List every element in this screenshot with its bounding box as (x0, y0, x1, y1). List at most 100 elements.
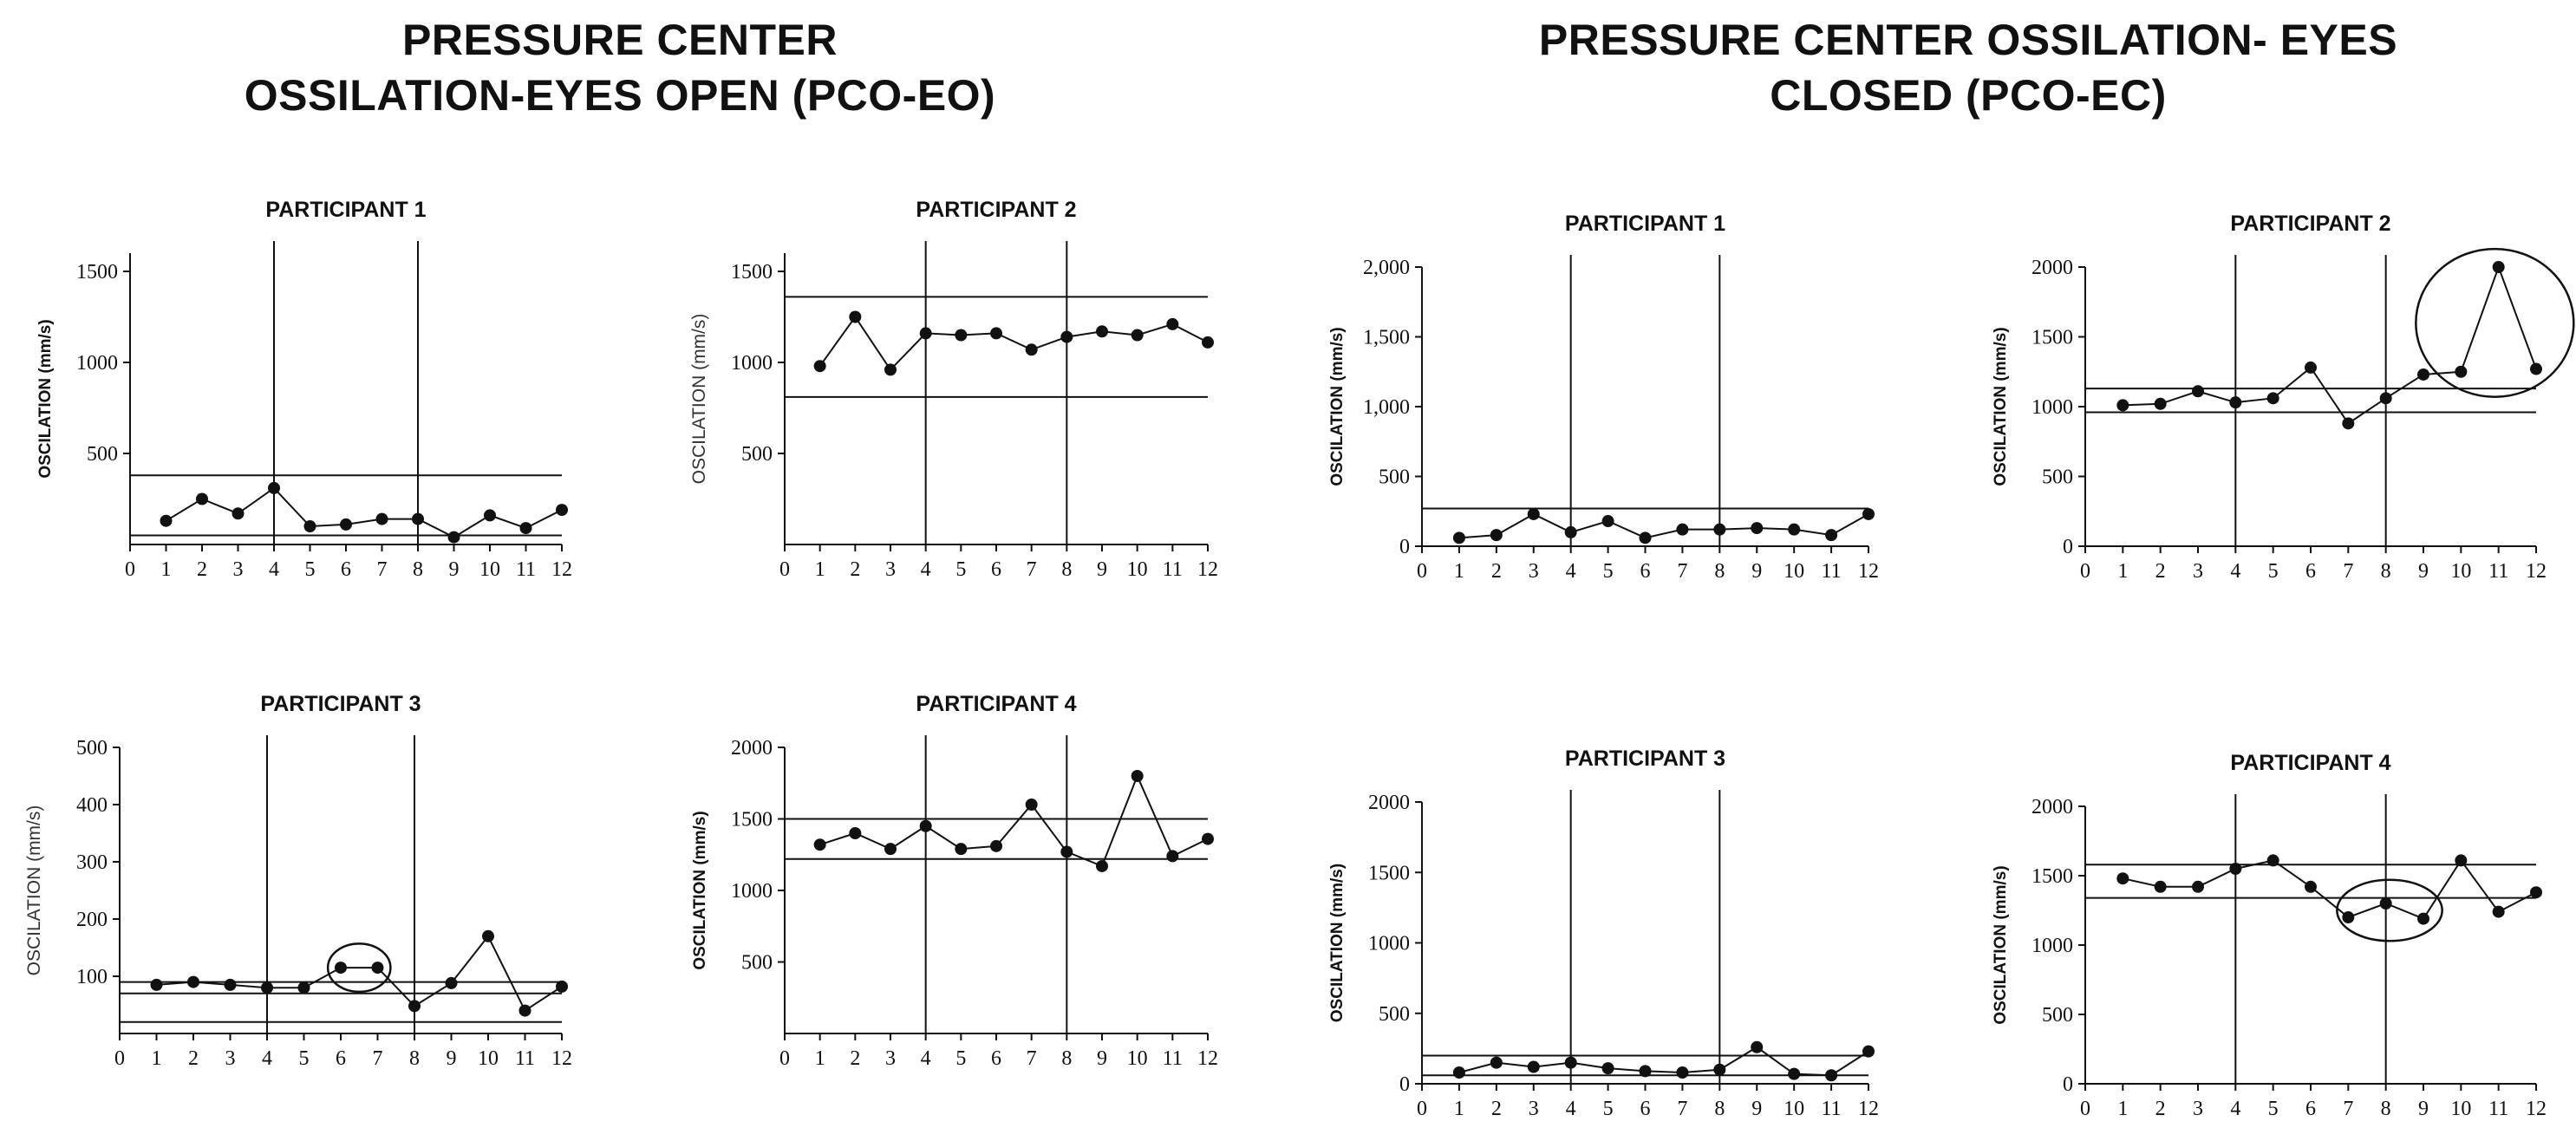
data-point (2229, 863, 2242, 875)
x-tick-label: 2 (197, 558, 207, 581)
data-point (484, 509, 496, 522)
x-tick-label: 12 (2526, 560, 2547, 583)
data-point (1788, 1067, 1801, 1080)
x-tick-label: 4 (921, 558, 931, 581)
data-point (2266, 392, 2279, 405)
x-tick-label: 4 (262, 1047, 272, 1070)
panel-title: PARTICIPANT 3 (260, 692, 421, 716)
y-tick-label: 1000 (731, 352, 773, 375)
data-point (150, 978, 163, 991)
data-point (408, 1000, 421, 1013)
data-point (232, 507, 245, 520)
y-axis-label: OSCILATION (mm/s) (36, 319, 55, 478)
highlight-circle (2415, 247, 2575, 398)
x-tick-label: 8 (409, 1047, 420, 1070)
x-tick-label: 0 (1417, 1098, 1427, 1120)
data-point (2492, 905, 2505, 918)
x-tick-label: 3 (885, 558, 896, 581)
y-tick-label: 200 (76, 909, 108, 931)
heading-eyes-closed: PRESSURE CENTER OSSILATION- EYES CLOSED … (1422, 12, 2514, 123)
data-point (1527, 1060, 1540, 1073)
x-tick-label: 8 (1061, 1047, 1072, 1070)
x-tick-label: 1 (2117, 1098, 2128, 1120)
x-tick-label: 7 (1027, 558, 1037, 581)
data-point (849, 827, 862, 839)
data-point (2530, 362, 2542, 375)
data-point (1751, 522, 1764, 535)
x-tick-label: 3 (225, 1047, 236, 1070)
data-point (375, 512, 388, 525)
data-point (412, 512, 424, 525)
x-tick-label: 3 (2193, 1098, 2203, 1120)
x-tick-label: 12 (1197, 1047, 1218, 1070)
data-point (990, 839, 1002, 852)
y-tick-label: 100 (76, 966, 108, 988)
x-tick-label: 8 (1714, 1098, 1725, 1120)
y-tick-label: 2,000 (1363, 257, 1410, 279)
data-series-line (2123, 858, 2537, 920)
x-tick-label: 6 (341, 558, 351, 581)
x-tick-label: 5 (2268, 1098, 2279, 1120)
y-tick-label: 1000 (2031, 396, 2073, 419)
data-point (813, 838, 826, 851)
panel-title: PARTICIPANT 3 (1565, 747, 1725, 771)
data-point (187, 975, 199, 988)
x-tick-label: 12 (1858, 560, 1879, 583)
data-point (955, 843, 968, 856)
data-point (2342, 417, 2355, 430)
x-tick-label: 9 (1097, 558, 1107, 581)
data-point (1025, 799, 1038, 811)
data-point (1060, 845, 1073, 858)
x-tick-label: 6 (991, 558, 1001, 581)
x-tick-label: 9 (449, 558, 460, 581)
x-tick-label: 5 (305, 558, 316, 581)
x-tick-label: 1 (161, 558, 172, 581)
data-point (1452, 1066, 1465, 1079)
x-tick-label: 7 (1677, 560, 1687, 583)
y-tick-label: 500 (1379, 1003, 1410, 1026)
x-tick-label: 2 (2155, 560, 2166, 583)
data-point (990, 327, 1002, 340)
highlight-circle (2336, 878, 2443, 942)
y-tick-label: 0 (2063, 536, 2073, 558)
panel-title: PARTICIPANT 2 (2230, 212, 2390, 236)
x-tick-label: 0 (114, 1047, 125, 1070)
x-tick-label: 5 (299, 1047, 310, 1070)
data-point (2154, 397, 2167, 410)
x-tick-label: 7 (2343, 560, 2353, 583)
x-tick-label: 8 (1714, 560, 1725, 583)
y-axis-label: OSCILATION (mm/s) (691, 811, 709, 969)
data-point (2116, 872, 2129, 885)
x-tick-label: 7 (2343, 1098, 2353, 1120)
x-tick-label: 2 (1491, 1098, 1502, 1120)
x-tick-label: 5 (2268, 560, 2279, 583)
y-tick-label: 500 (1379, 466, 1410, 489)
x-tick-label: 9 (1097, 1047, 1107, 1070)
x-tick-label: 12 (551, 558, 572, 581)
data-point (849, 310, 862, 323)
data-point (884, 843, 897, 856)
x-tick-label: 7 (1677, 1098, 1687, 1120)
data-point (1131, 329, 1144, 342)
y-tick-label: 2000 (731, 737, 773, 760)
x-tick-label: 0 (2080, 560, 2090, 583)
x-tick-label: 0 (2080, 1098, 2090, 1120)
y-axis-label: OSCILATION (mm/s) (1992, 327, 2010, 486)
y-tick-label: 1000 (76, 352, 118, 375)
data-point (2530, 886, 2542, 899)
x-tick-label: 5 (955, 558, 966, 581)
y-tick-label: 1000 (2031, 935, 2073, 957)
x-tick-label: 3 (885, 1047, 896, 1070)
x-tick-label: 8 (413, 558, 423, 581)
x-tick-label: 2 (1491, 560, 1502, 583)
x-tick-label: 2 (850, 558, 860, 581)
x-tick-label: 2 (188, 1047, 199, 1070)
data-point (1490, 529, 1503, 542)
y-tick-label: 300 (76, 851, 108, 874)
data-point (2455, 365, 2468, 378)
